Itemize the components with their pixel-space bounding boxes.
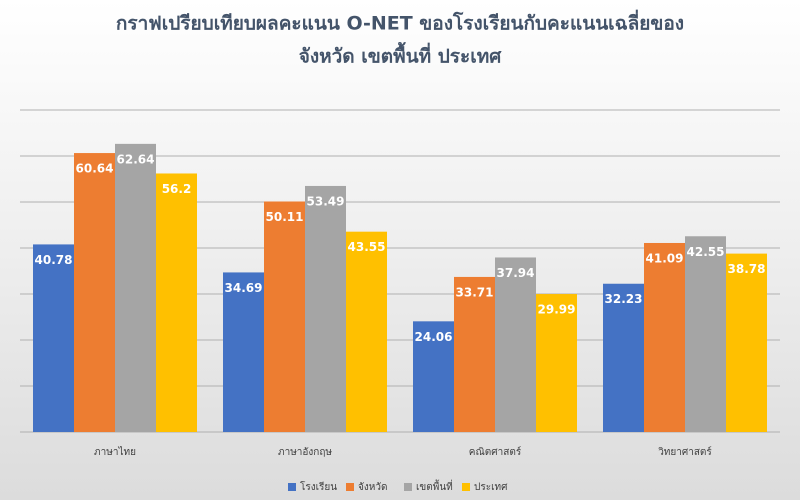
bar xyxy=(346,231,387,432)
data-label: 40.78 xyxy=(35,253,73,267)
bar xyxy=(115,143,156,432)
bar xyxy=(685,236,726,432)
data-label: 34.69 xyxy=(225,281,263,295)
x-tick-label: คณิตศาสตร์ xyxy=(469,446,522,458)
legend-swatch xyxy=(462,483,470,491)
x-tick-label: ภาษาอังกฤษ xyxy=(278,447,332,458)
bar xyxy=(536,294,577,432)
legend-label: ประเทศ xyxy=(474,482,508,493)
data-label: 29.99 xyxy=(538,303,576,317)
bar xyxy=(603,283,644,432)
bar xyxy=(454,276,495,432)
data-label: 42.55 xyxy=(687,245,725,259)
data-label: 56.2 xyxy=(162,182,192,196)
data-label: 41.09 xyxy=(646,251,684,265)
data-label: 50.11 xyxy=(266,210,304,224)
legend-swatch xyxy=(288,483,296,491)
bar xyxy=(644,242,685,432)
data-label: 62.64 xyxy=(117,152,155,166)
legend-swatch xyxy=(346,483,354,491)
data-label: 53.49 xyxy=(307,194,345,208)
x-tick-label: วิทยาศาสตร์ xyxy=(658,446,713,458)
data-label: 24.06 xyxy=(415,330,453,344)
chart-title: จังหวัด เขตพื้นที่ ประเทศ xyxy=(299,42,503,68)
bar xyxy=(495,257,536,432)
data-label: 60.64 xyxy=(76,162,114,176)
legend-swatch xyxy=(404,483,412,491)
data-label: 32.23 xyxy=(605,292,643,306)
data-label: 38.78 xyxy=(728,262,766,276)
legend-label: โรงเรียน xyxy=(300,480,337,493)
bar xyxy=(264,201,305,432)
bar xyxy=(305,185,346,432)
data-label: 33.71 xyxy=(456,285,494,299)
data-label: 37.94 xyxy=(497,266,535,280)
bar xyxy=(413,321,454,432)
bar xyxy=(33,244,74,432)
bar xyxy=(74,153,115,432)
bar xyxy=(223,272,264,432)
chart-title: กราฟเปรียบเทียบผลคะแนน O-NET ของโรงเรียน… xyxy=(116,10,684,35)
bar xyxy=(156,173,197,433)
x-tick-label: ภาษาไทย xyxy=(94,446,136,458)
bar xyxy=(726,253,767,432)
legend-label: เขตพื้นที่ xyxy=(416,479,453,493)
legend-label: จังหวัด xyxy=(358,482,387,493)
data-label: 43.55 xyxy=(348,240,386,254)
